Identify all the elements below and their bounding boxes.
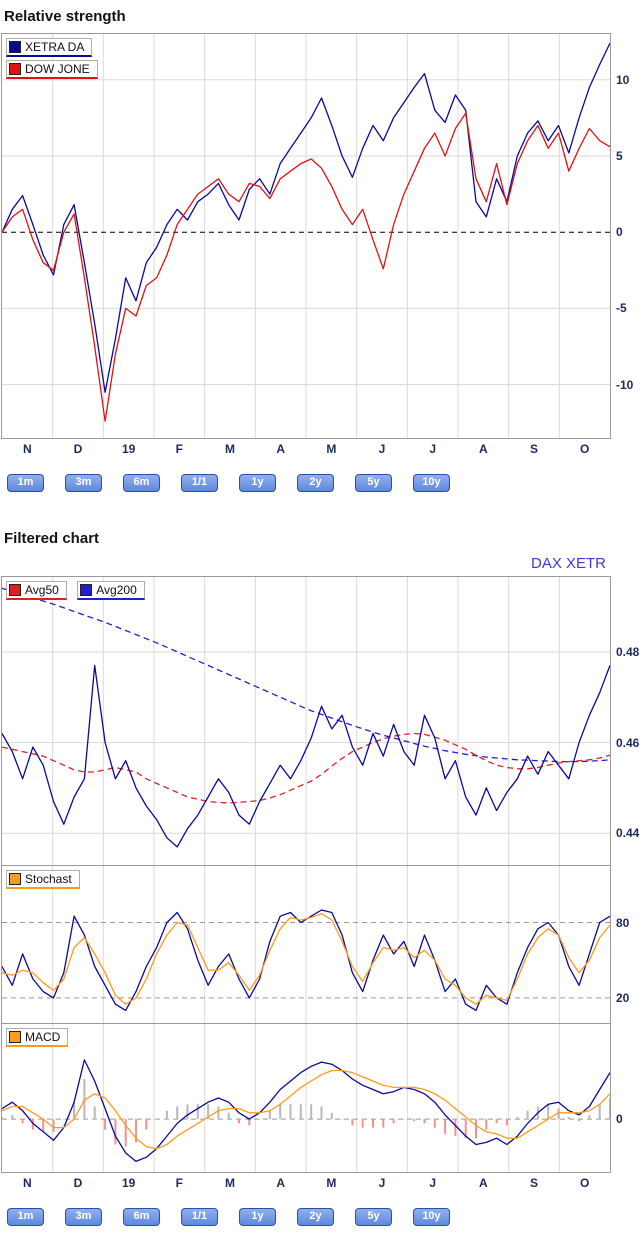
macd-panel: MACD 0 [2, 1023, 623, 1172]
x-axis-label: A [478, 1176, 488, 1190]
x-axis-label: M [225, 442, 235, 456]
y-tick-label: 20 [616, 990, 630, 1005]
y-tick-label: 0 [616, 225, 623, 240]
xetra-dax-label: XETRA DA [25, 40, 85, 54]
avg200-swatch [80, 584, 93, 596]
range-button-2y[interactable]: 2y [297, 1208, 334, 1226]
y-tick-label: 5 [616, 148, 623, 163]
relative-strength-y-axis: 10 5 0 -5 -10 [612, 34, 643, 438]
stochastic-y-axis: 80 20 [612, 866, 643, 1023]
x-axis-label: M [326, 1176, 337, 1190]
x-axis-label: D [73, 442, 83, 456]
stochastic-legend: Stochast [6, 870, 86, 890]
y-tick-label: 0.48 [616, 644, 640, 659]
x-axis-label: S [529, 442, 539, 456]
relative-strength-chart-area: XETRA DA DOW JONE 10 5 0 -5 -10 N D 19 F M A M J J A S… [1, 33, 643, 460]
stochastic-canvas [2, 866, 610, 1023]
x-axis-label: 19 [121, 442, 136, 456]
filtered-range-buttons: 1m 3m 6m 1/1 1y 2y 5y 10y [7, 1208, 643, 1226]
range-button-1m[interactable]: 1m [7, 1208, 44, 1226]
y-tick-label: 80 [616, 915, 630, 930]
legend-avg200: Avg200 [77, 581, 145, 600]
x-axis-label: J [378, 1176, 386, 1190]
x-axis-label: J [429, 442, 436, 456]
range-button-3m[interactable]: 3m [65, 474, 102, 492]
filtered-chart-title: Filtered chart [4, 530, 100, 547]
filtered-x-axis: N D 19 F M A M J J A S O [2, 1173, 610, 1194]
range-button-1m[interactable]: 1m [7, 474, 44, 492]
xetra-dax-swatch [9, 41, 21, 53]
x-axis-label: J [378, 442, 386, 456]
filtered-chart-area: Avg50 Avg200 0.48 0.46 0.44 Stochast [1, 576, 643, 1194]
range-button-10y[interactable]: 10y [413, 1208, 450, 1226]
x-axis-label: F [175, 1176, 183, 1190]
x-axis-label: N [22, 442, 32, 456]
range-button-1y[interactable]: 1y [239, 1208, 276, 1226]
y-tick-label: 10 [616, 72, 630, 87]
x-axis-label: M [225, 1176, 235, 1190]
y-tick-label: 0.44 [616, 826, 640, 841]
avg50-swatch [9, 584, 21, 596]
range-button-1-1[interactable]: 1/1 [181, 1208, 218, 1226]
x-axis-label: 19 [121, 1176, 136, 1190]
stochast-swatch [9, 873, 21, 885]
x-axis-label: A [276, 1176, 285, 1190]
instrument-label: DAX XETR [530, 555, 606, 572]
y-tick-label: 0.46 [616, 735, 640, 750]
dow-jones-swatch [9, 63, 21, 75]
macd-swatch [9, 1031, 21, 1043]
avg200-label: Avg200 [96, 583, 137, 597]
x-axis-label: F [175, 442, 183, 456]
y-tick-label: -10 [616, 377, 634, 392]
macd-label: MACD [25, 1030, 61, 1044]
range-button-3m[interactable]: 3m [65, 1208, 102, 1226]
page: Relative strength XETRA DA DOW JONE 10 5 0… [1, 8, 643, 1226]
dow-jones-label: DOW JONE [25, 62, 90, 76]
price-panel: Avg50 Avg200 0.48 0.46 0.44 [2, 577, 639, 865]
filtered-panel-stack: Avg50 Avg200 0.48 0.46 0.44 Stochast [1, 576, 639, 1173]
avg50-label: Avg50 [25, 583, 59, 597]
range-button-5y[interactable]: 5y [355, 474, 392, 492]
x-axis-label: O [579, 1176, 590, 1190]
range-button-6m[interactable]: 6m [123, 1208, 160, 1226]
range-button-6m[interactable]: 6m [123, 474, 160, 492]
y-tick-label: 0 [616, 1112, 623, 1127]
stochastic-panel: Stochast 80 20 [2, 865, 629, 1023]
legend-xetra-dax: XETRA DA [6, 38, 93, 57]
range-button-5y[interactable]: 5y [355, 1208, 392, 1226]
macd-legend: MACD [6, 1028, 74, 1048]
price-legend: Avg50 Avg200 [6, 581, 151, 601]
x-axis-label: A [276, 442, 285, 456]
x-axis-label: S [529, 1176, 539, 1190]
x-axis-label: M [326, 442, 337, 456]
macd-canvas [2, 1024, 610, 1172]
macd-y-axis: 0 [612, 1024, 643, 1172]
legend-dow-jones: DOW JONE [6, 60, 98, 79]
range-button-2y[interactable]: 2y [297, 474, 334, 492]
relative-strength-title: Relative strength [4, 8, 126, 25]
range-button-1y[interactable]: 1y [239, 474, 276, 492]
legend-macd: MACD [6, 1028, 69, 1047]
relative-strength-legend: XETRA DA DOW JONE [6, 38, 98, 82]
x-axis-label: D [73, 1176, 83, 1190]
x-axis-label: A [478, 442, 488, 456]
legend-avg50: Avg50 [6, 581, 67, 600]
x-axis-label: N [22, 1176, 32, 1190]
range-button-1-1[interactable]: 1/1 [181, 474, 218, 492]
relative-strength-x-axis: N D 19 F M A M J J A S O [2, 439, 610, 460]
relative-strength-canvas [2, 34, 610, 438]
y-tick-label: -5 [616, 301, 627, 316]
stochast-label: Stochast [25, 872, 72, 886]
legend-stochast: Stochast [6, 870, 80, 889]
relative-range-buttons: 1m 3m 6m 1/1 1y 2y 5y 10y [7, 474, 643, 492]
x-axis-label: O [579, 442, 590, 456]
price-canvas [2, 577, 610, 865]
range-button-10y[interactable]: 10y [413, 474, 450, 492]
price-y-axis: 0.48 0.46 0.44 [612, 577, 643, 865]
x-axis-label: J [429, 1176, 436, 1190]
relative-strength-plot: XETRA DA DOW JONE 10 5 0 -5 -10 [1, 33, 633, 439]
